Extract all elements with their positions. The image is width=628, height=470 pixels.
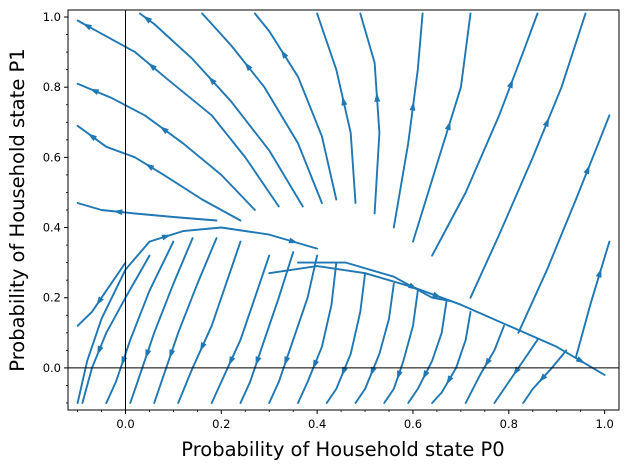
streamline-6-arrow-1 bbox=[244, 62, 253, 72]
x-axis-label: Probability of Household state P0 bbox=[181, 438, 504, 461]
streamline-35-arrow-2 bbox=[575, 356, 585, 364]
streamline-8-arrow-1 bbox=[341, 96, 348, 106]
streamline-4-arrow-1 bbox=[148, 62, 157, 71]
streamline-17 bbox=[81, 254, 151, 404]
streamline-29-arrow-1 bbox=[422, 370, 430, 380]
streamline-29 bbox=[407, 300, 448, 404]
streamline-2-arrow-1 bbox=[145, 163, 155, 171]
streamline-25 bbox=[297, 261, 338, 404]
x-tick-label-1: 0.2 bbox=[212, 417, 230, 431]
streamline-5-arrow-2 bbox=[143, 15, 153, 24]
streamline-1-arrow-1 bbox=[113, 209, 123, 216]
streamline-36 bbox=[297, 261, 453, 303]
streamline-7 bbox=[253, 12, 338, 201]
streamline-36-arrow-1 bbox=[408, 282, 418, 290]
streamline-4 bbox=[76, 19, 280, 208]
streamline-25-arrow-1 bbox=[312, 359, 319, 369]
streamline-22-arrow-1 bbox=[228, 356, 236, 366]
streamline-24 bbox=[268, 254, 319, 404]
streamline-23-arrow-1 bbox=[255, 356, 262, 366]
streamline-23 bbox=[239, 251, 295, 404]
streamline-4-arrow-2 bbox=[82, 23, 93, 31]
streamline-10-arrow-1 bbox=[409, 101, 416, 111]
streamline-34-arrow-2 bbox=[288, 237, 298, 244]
y-tick-label-4: 0.8 bbox=[43, 80, 61, 94]
plot-area bbox=[68, 10, 619, 410]
streamline-28 bbox=[383, 289, 419, 404]
streamline-31-arrow-1 bbox=[484, 357, 492, 367]
streamline-6 bbox=[201, 12, 323, 204]
streamline-26 bbox=[325, 272, 367, 404]
x-tick-label-3: 0.6 bbox=[404, 417, 422, 431]
streamline-16-arrow-1 bbox=[96, 296, 104, 306]
streamline-33-arrow-1 bbox=[539, 373, 548, 383]
streamline-26-arrow-1 bbox=[341, 366, 348, 376]
streamline-30-arrow-1 bbox=[446, 375, 454, 385]
streamlines-group bbox=[76, 12, 611, 404]
streamline-27 bbox=[354, 282, 395, 404]
streamline-14 bbox=[517, 114, 611, 334]
streamline-3-arrow-1 bbox=[159, 126, 169, 135]
streamline-9-arrow-1 bbox=[374, 92, 381, 102]
streamline-27-arrow-1 bbox=[370, 366, 377, 376]
x-axis-ticks: 0.0 0.2 0.4 0.6 0.8 1.0 bbox=[77, 410, 614, 431]
streamline-18 bbox=[105, 240, 175, 404]
y-axis-ticks: 0.0 0.2 0.4 0.6 0.8 1.0 bbox=[43, 10, 68, 404]
streamline-7-arrow-1 bbox=[280, 49, 289, 59]
streamline-20 bbox=[153, 237, 218, 404]
streamline-14-arrow-1 bbox=[583, 165, 590, 175]
streamline-15-arrow-1 bbox=[595, 268, 602, 278]
y-tick-label-2: 0.4 bbox=[43, 221, 61, 235]
streamline-3-arrow-2 bbox=[89, 88, 100, 95]
y-tick-label-3: 0.6 bbox=[43, 150, 61, 164]
reference-lines bbox=[68, 10, 619, 410]
streamline-28-arrow-1 bbox=[397, 370, 403, 380]
streamline-19-arrow-1 bbox=[145, 349, 152, 359]
streamline-1 bbox=[76, 202, 218, 222]
x-tick-label-0: 0.0 bbox=[116, 417, 134, 431]
y-tick-label-5: 1.0 bbox=[43, 10, 61, 24]
streamline-17-arrow-1 bbox=[97, 345, 104, 355]
streamline-24-arrow-1 bbox=[284, 356, 291, 366]
streamline-12-arrow-1 bbox=[507, 79, 513, 89]
streamline-13-arrow-1 bbox=[542, 117, 549, 128]
y-axis-label: Probability of Household state P1 bbox=[6, 48, 29, 371]
streamline-21 bbox=[177, 240, 242, 404]
streamline-34-arrow-1 bbox=[161, 234, 171, 241]
streamline-35-arrow-1 bbox=[432, 291, 442, 298]
x-tick-label-5: 1.0 bbox=[595, 417, 613, 431]
y-tick-label-0: 0.0 bbox=[43, 361, 61, 375]
streamline-2-arrow-2 bbox=[87, 133, 97, 142]
streamline-5-arrow-1 bbox=[208, 76, 217, 86]
streamline-20-arrow-1 bbox=[169, 349, 176, 359]
streamline-19 bbox=[129, 237, 194, 404]
x-tick-label-4: 0.8 bbox=[500, 417, 518, 431]
y-tick-label-1: 0.2 bbox=[43, 291, 61, 305]
x-tick-label-2: 0.4 bbox=[308, 417, 326, 431]
streamline-21-arrow-1 bbox=[200, 342, 207, 352]
streamline-22 bbox=[210, 254, 271, 404]
streamline-15 bbox=[574, 240, 611, 359]
streamline-11-arrow-1 bbox=[444, 121, 451, 131]
streamline-12 bbox=[431, 12, 539, 257]
streamline-34 bbox=[76, 226, 319, 404]
streamline-32-arrow-1 bbox=[513, 366, 521, 376]
streamline-13 bbox=[469, 12, 587, 299]
